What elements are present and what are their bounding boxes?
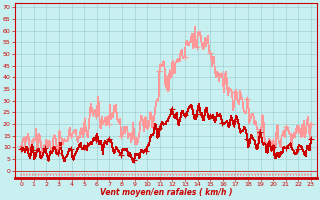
X-axis label: Vent moyen/en rafales ( km/h ): Vent moyen/en rafales ( km/h )	[100, 188, 232, 197]
